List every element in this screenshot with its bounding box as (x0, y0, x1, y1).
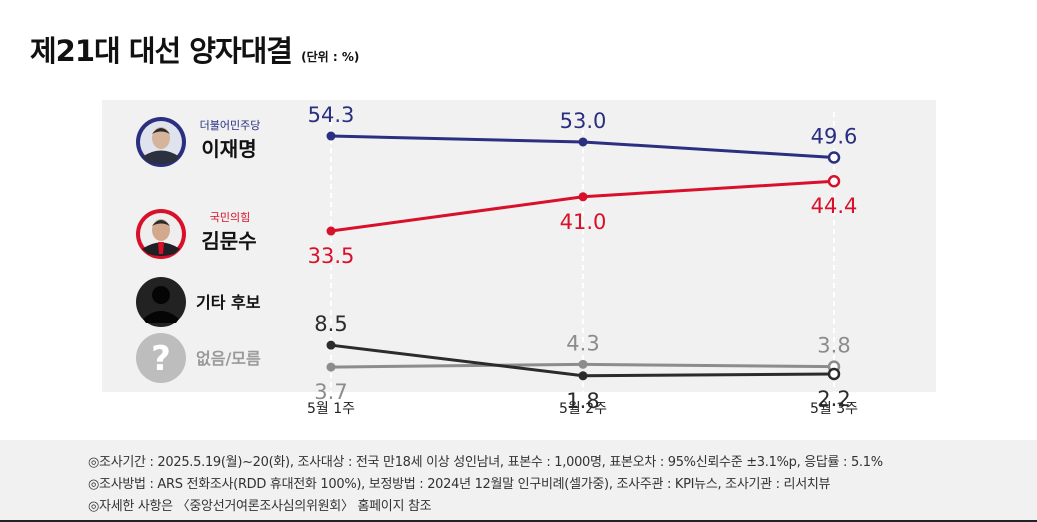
data-label: 3.7 (314, 380, 347, 404)
data-label: 54.3 (308, 103, 355, 127)
data-label: 53.0 (560, 109, 607, 133)
avatar-suit (142, 150, 180, 164)
data-label: 2.2 (817, 387, 850, 411)
data-label: 49.6 (811, 124, 858, 148)
legend-name: 이재명 (201, 137, 256, 161)
avatar-hair (152, 220, 170, 226)
data-point (326, 362, 336, 372)
data-point (827, 174, 841, 188)
note-reference: ◎자세한 사항은 〈중앙선거여론조사심의위원회〉 홈페이지 참조 (88, 499, 432, 514)
title-row: 제21대 대선 양자대결 (단위 : %) (30, 28, 359, 70)
legend-name: 기타 후보 (196, 293, 261, 312)
x-axis-band (102, 392, 936, 425)
data-label: 8.5 (314, 312, 347, 336)
data-point (326, 131, 336, 141)
series-이재명: 54.3 53.0 49.6 (308, 103, 858, 164)
data-label: 3.8 (817, 334, 850, 358)
avatar-face (152, 127, 170, 149)
data-point (326, 340, 336, 350)
question-mark-glyph: ? (151, 339, 171, 379)
data-point (827, 151, 841, 164)
data-label: 33.5 (308, 244, 355, 268)
x-tick-label: 5월 3주 (810, 401, 858, 417)
data-label: 4.3 (566, 331, 599, 355)
unit-label: (단위 : %) (301, 50, 360, 64)
chart-title: 제21대 대선 양자대결 (30, 34, 293, 68)
series-없음-모름: 3.7 4.3 3.8 (314, 331, 850, 404)
data-point (326, 226, 336, 236)
data-point (578, 371, 588, 381)
x-tick-label: 5월 2주 (559, 401, 607, 417)
series-김문수: 33.5 41.0 44.4 (308, 174, 858, 268)
legend-name: 없음/모름 (196, 349, 261, 368)
legend-party: 국민의힘 (210, 211, 250, 224)
data-point (578, 359, 588, 369)
legend-party: 더불어민주당 (200, 119, 261, 132)
silhouette-head (152, 286, 170, 304)
avatar-tie (158, 242, 164, 254)
legend-item-2: 기타 후보 (136, 277, 261, 327)
data-label: 44.4 (811, 194, 858, 218)
data-point (578, 137, 588, 147)
note-survey-period: ◎조사기간 : 2025.5.19(월)~20(화), 조사대상 : 전국 만1… (88, 455, 883, 470)
avatar-face (152, 219, 170, 241)
series-area: 3.7 4.3 3.8 8.5 1.8 2.2 33.5 41.0 44.4 54.3 53.0 49… (308, 103, 858, 413)
data-point (827, 367, 841, 381)
legend-name: 김문수 (201, 229, 256, 253)
data-label: 41.0 (560, 210, 607, 234)
legend-item-3: ? 없음/모름 (136, 333, 261, 383)
tick-labels: 5월 1주 5월 2주 5월 3주 (307, 401, 858, 417)
avatar-hair (152, 128, 170, 134)
note-survey-method: ◎조사방법 : ARS 전화조사(RDD 휴대전화 100%), 보정방법 : … (88, 477, 831, 492)
silhouette-body (143, 311, 179, 323)
question-mark-icon (136, 333, 186, 383)
x-tick-label: 5월 1주 (307, 401, 355, 417)
data-point (578, 192, 588, 202)
series-기타-후보: 8.5 1.8 2.2 (314, 312, 850, 413)
data-label: 1.8 (566, 389, 599, 413)
footer-notes: ◎조사기간 : 2025.5.19(월)~20(화), 조사대상 : 전국 만1… (0, 440, 1037, 522)
